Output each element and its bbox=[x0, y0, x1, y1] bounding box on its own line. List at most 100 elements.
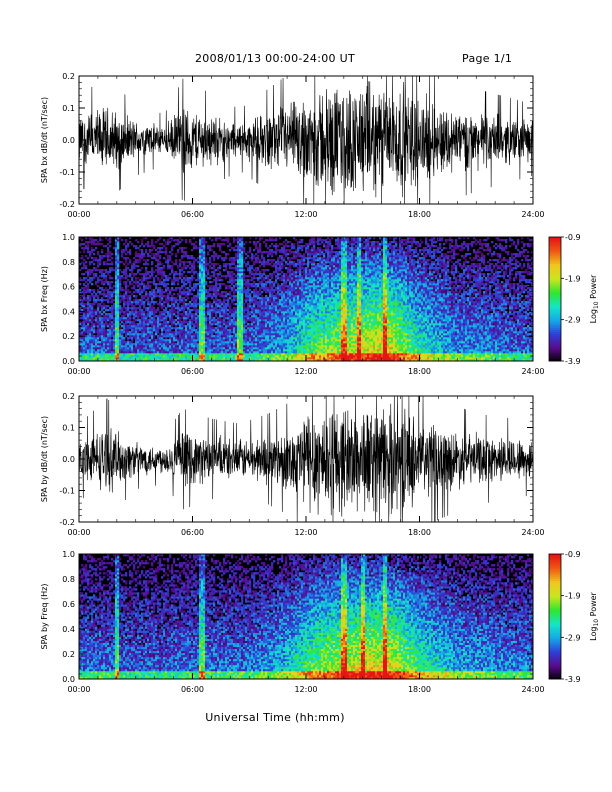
spectrogram-cell bbox=[277, 347, 279, 349]
spectrogram-cell bbox=[113, 307, 115, 309]
spectrogram-cell bbox=[109, 319, 111, 321]
spectrogram-cell bbox=[107, 343, 109, 345]
spectrogram-cell bbox=[237, 319, 239, 321]
spectrogram-cell bbox=[147, 297, 149, 299]
y-tick-label: 0.2 bbox=[62, 72, 75, 81]
spectrogram-cell bbox=[241, 339, 243, 341]
spectrogram-cell bbox=[195, 329, 197, 331]
spectrogram-cell bbox=[203, 239, 205, 241]
spectrogram-cell bbox=[241, 257, 243, 259]
spectrogram-cell bbox=[191, 279, 193, 281]
spectrogram-cell bbox=[91, 283, 93, 285]
spectrogram-cell bbox=[177, 353, 179, 355]
spectrogram-cell bbox=[95, 345, 97, 347]
spectrogram-cell bbox=[151, 263, 153, 265]
spectrogram-cell bbox=[225, 257, 227, 259]
spectrogram-cell bbox=[135, 291, 137, 293]
spectrogram-cell bbox=[155, 259, 157, 261]
spectrogram-cell bbox=[255, 271, 257, 273]
spectrogram-cell bbox=[159, 311, 161, 313]
spectrogram-cell bbox=[275, 351, 277, 353]
spectrogram-cell bbox=[201, 309, 203, 311]
spectrogram-cell bbox=[259, 275, 261, 277]
spectrogram-cell bbox=[99, 355, 101, 357]
spectrogram-cell bbox=[239, 355, 241, 357]
spectrogram-cell bbox=[107, 337, 109, 339]
spectrogram-cell bbox=[183, 251, 185, 253]
spectrogram-cell bbox=[91, 313, 93, 315]
spectrogram-cell bbox=[225, 299, 227, 301]
spectrogram-cell bbox=[117, 317, 119, 319]
spectrogram-cell bbox=[287, 313, 289, 315]
spectrogram-cell bbox=[201, 357, 203, 359]
spectrogram-cell bbox=[115, 305, 117, 307]
spectrogram-cell bbox=[241, 295, 243, 297]
spectrogram-cell bbox=[281, 265, 283, 267]
spectrogram-cell bbox=[207, 307, 209, 309]
spectrogram-cell bbox=[189, 277, 191, 279]
spectrogram-cell bbox=[211, 293, 213, 295]
spectrogram-cell bbox=[239, 337, 241, 339]
spectrogram-cell bbox=[91, 329, 93, 331]
spectrogram-cell bbox=[91, 351, 93, 353]
spectrogram-cell bbox=[101, 319, 103, 321]
spectrogram-cell bbox=[127, 279, 129, 281]
spectrogram-cell bbox=[173, 335, 175, 337]
spectrogram-cell bbox=[109, 259, 111, 261]
spectrogram-cell bbox=[139, 299, 141, 301]
spectrogram-cell bbox=[205, 355, 207, 357]
spectrogram-cell bbox=[263, 257, 265, 259]
spectrogram-cell bbox=[231, 351, 233, 353]
spectrogram-cell bbox=[189, 349, 191, 351]
spectrogram-cell bbox=[253, 277, 255, 279]
spectrogram-cell bbox=[179, 297, 181, 299]
spectrogram-cell bbox=[99, 335, 101, 337]
spectrogram-cell bbox=[169, 347, 171, 349]
spectrogram-cell bbox=[275, 331, 277, 333]
spectrogram-cell bbox=[231, 321, 233, 323]
spectrogram-cell bbox=[129, 259, 131, 261]
spectrogram-cell bbox=[191, 309, 193, 311]
spectrogram-cell bbox=[243, 327, 245, 329]
spectrogram-cell bbox=[213, 291, 215, 293]
spectrogram-cell bbox=[87, 245, 89, 247]
spectrogram-cell bbox=[187, 329, 189, 331]
spectrogram-cell bbox=[149, 311, 151, 313]
spectrogram-cell bbox=[235, 343, 237, 345]
spectrogram-cell bbox=[279, 301, 281, 303]
spectrogram-cell bbox=[251, 307, 253, 309]
spectrogram-cell bbox=[233, 247, 235, 249]
spectrogram-cell bbox=[91, 315, 93, 317]
spectrogram-cell bbox=[273, 273, 275, 275]
spectrogram-cell bbox=[113, 349, 115, 351]
spectrogram-cell bbox=[205, 347, 207, 349]
spectrogram-cell bbox=[127, 275, 129, 277]
spectrogram-cell bbox=[121, 319, 123, 321]
spectrogram-cell bbox=[205, 357, 207, 359]
spectrogram-cell bbox=[123, 295, 125, 297]
spectrogram-cell bbox=[141, 309, 143, 311]
spectrogram-cell bbox=[239, 321, 241, 323]
spectrogram-cell bbox=[281, 337, 283, 339]
spectrogram-cell bbox=[165, 343, 167, 345]
spectrogram-cell bbox=[171, 311, 173, 313]
spectrogram-cell bbox=[201, 239, 203, 241]
spectrogram-cell bbox=[135, 315, 137, 317]
spectrogram-cell bbox=[119, 307, 121, 309]
spectrogram-cell bbox=[191, 323, 193, 325]
spectrogram-cell bbox=[209, 285, 211, 287]
spectrogram-cell bbox=[159, 287, 161, 289]
spectrogram-cell bbox=[87, 335, 89, 337]
spectrogram-cell bbox=[141, 331, 143, 333]
spectrogram-cell bbox=[101, 309, 103, 311]
spectrogram-cell bbox=[135, 353, 137, 355]
spectrogram-cell bbox=[213, 349, 215, 351]
spectrogram-cell bbox=[139, 329, 141, 331]
spectrogram-cell bbox=[157, 335, 159, 337]
spectrogram-cell bbox=[173, 327, 175, 329]
spectrogram-cell bbox=[83, 327, 85, 329]
spectrogram-cell bbox=[253, 325, 255, 327]
spectrogram-cell bbox=[287, 333, 289, 335]
spectrogram-cell bbox=[111, 345, 113, 347]
spectrogram-cell bbox=[97, 333, 99, 335]
